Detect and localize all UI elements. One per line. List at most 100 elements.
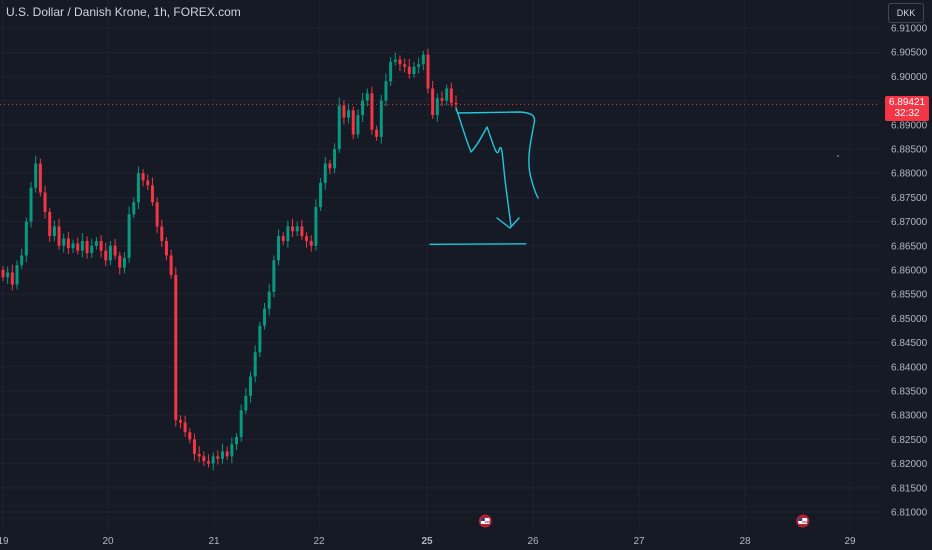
candle-up[interactable] xyxy=(136,173,140,203)
candle-down[interactable] xyxy=(225,451,229,457)
candle-down[interactable] xyxy=(398,59,402,65)
candle-down[interactable] xyxy=(174,274,178,421)
candle-down[interactable] xyxy=(342,105,346,118)
candle-down[interactable] xyxy=(407,66,411,74)
candle-down[interactable] xyxy=(66,238,70,249)
candle-up[interactable] xyxy=(80,240,84,251)
candle-up[interactable] xyxy=(127,214,131,258)
candle-down[interactable] xyxy=(76,243,80,251)
candle-down[interactable] xyxy=(216,456,220,459)
candle-up[interactable] xyxy=(333,149,337,169)
candle-down[interactable] xyxy=(403,64,407,67)
candle-down[interactable] xyxy=(300,226,304,237)
candle-up[interactable] xyxy=(258,325,262,353)
candle-down[interactable] xyxy=(164,240,168,256)
candle-up[interactable] xyxy=(15,265,19,285)
candle-down[interactable] xyxy=(440,98,444,101)
candle-down[interactable] xyxy=(150,185,154,203)
candle-up[interactable] xyxy=(412,66,416,74)
candle-up[interactable] xyxy=(253,352,257,377)
candle-down[interactable] xyxy=(43,192,47,212)
candle-down[interactable] xyxy=(141,173,145,181)
candle-up[interactable] xyxy=(384,81,388,101)
candle-up[interactable] xyxy=(445,88,449,101)
candle-up[interactable] xyxy=(52,226,56,237)
candle-down[interactable] xyxy=(38,163,42,193)
candle-down[interactable] xyxy=(454,103,458,105)
candle-up[interactable] xyxy=(417,64,421,67)
drawing-arrow-head[interactable] xyxy=(496,217,520,229)
candle-up[interactable] xyxy=(211,456,215,464)
candle-up[interactable] xyxy=(249,376,253,396)
candle-up[interactable] xyxy=(323,163,327,183)
candle-down[interactable] xyxy=(449,88,453,104)
candle-down[interactable] xyxy=(57,226,61,246)
candle-up[interactable] xyxy=(421,54,425,65)
candle-down[interactable] xyxy=(375,129,379,137)
candle-up[interactable] xyxy=(20,255,24,266)
candle-down[interactable] xyxy=(178,420,182,423)
candle-up[interactable] xyxy=(319,182,323,208)
candle-down[interactable] xyxy=(85,240,89,254)
candle-down[interactable] xyxy=(206,461,210,464)
candle-down[interactable] xyxy=(99,240,103,251)
candle-down[interactable] xyxy=(192,439,196,454)
candle-up[interactable] xyxy=(220,451,224,459)
candle-down[interactable] xyxy=(169,255,173,275)
candle-up[interactable] xyxy=(244,395,248,411)
economic-events[interactable] xyxy=(477,513,811,529)
candle-up[interactable] xyxy=(286,226,290,241)
candle-down[interactable] xyxy=(104,250,108,261)
drawing-zigzag[interactable] xyxy=(455,107,512,227)
candle-up[interactable] xyxy=(29,187,33,222)
candles[interactable] xyxy=(1,48,458,471)
candle-down[interactable] xyxy=(281,236,285,241)
candle-down[interactable] xyxy=(146,180,150,186)
candle-up[interactable] xyxy=(122,257,126,268)
candle-down[interactable] xyxy=(48,211,52,237)
candle-up[interactable] xyxy=(389,61,393,82)
time-axis[interactable]: 19 20 21 22 25 26 27 28 29 xyxy=(0,530,932,550)
price-axis[interactable]: 6.910006.905006.900006.895006.890006.885… xyxy=(880,0,932,550)
candle-up[interactable] xyxy=(62,238,66,246)
candle-up[interactable] xyxy=(34,163,38,188)
candle-up[interactable] xyxy=(314,207,318,246)
candle-up[interactable] xyxy=(435,98,439,116)
drawings[interactable] xyxy=(429,107,539,246)
candle-up[interactable] xyxy=(365,93,369,101)
candle-down[interactable] xyxy=(188,432,192,440)
candle-down[interactable] xyxy=(155,202,159,227)
candle-up[interactable] xyxy=(24,221,28,256)
candle-down[interactable] xyxy=(328,163,332,169)
candle-up[interactable] xyxy=(132,202,136,215)
candle-up[interactable] xyxy=(361,100,365,116)
candle-down[interactable] xyxy=(305,236,309,241)
candle-down[interactable] xyxy=(183,422,187,433)
candle-up[interactable] xyxy=(71,243,75,249)
symbol-title[interactable]: U.S. Dollar / Danish Krone, 1h, FOREX.co… xyxy=(6,5,241,19)
candle-down[interactable] xyxy=(309,240,313,246)
candle-down[interactable] xyxy=(202,456,206,462)
drawing-bracket[interactable] xyxy=(457,111,539,199)
candle-down[interactable] xyxy=(370,93,374,130)
candle-up[interactable] xyxy=(90,245,94,254)
candle-up[interactable] xyxy=(272,260,276,292)
candle-up[interactable] xyxy=(230,444,234,457)
candle-down[interactable] xyxy=(10,272,14,285)
candle-up[interactable] xyxy=(6,272,10,278)
candle-up[interactable] xyxy=(235,436,239,445)
candle-down[interactable] xyxy=(118,255,122,268)
candle-down[interactable] xyxy=(351,110,355,135)
currency-button[interactable]: DKK xyxy=(888,3,924,23)
candle-up[interactable] xyxy=(337,105,341,149)
candle-down[interactable] xyxy=(426,54,430,89)
candle-up[interactable] xyxy=(277,236,281,261)
candle-down[interactable] xyxy=(113,245,117,256)
candle-down[interactable] xyxy=(197,453,201,457)
candle-up[interactable] xyxy=(108,245,112,261)
candle-up[interactable] xyxy=(295,226,299,232)
candle-down[interactable] xyxy=(160,226,164,241)
drawing-target-line[interactable] xyxy=(429,243,527,246)
candle-up[interactable] xyxy=(263,308,267,326)
